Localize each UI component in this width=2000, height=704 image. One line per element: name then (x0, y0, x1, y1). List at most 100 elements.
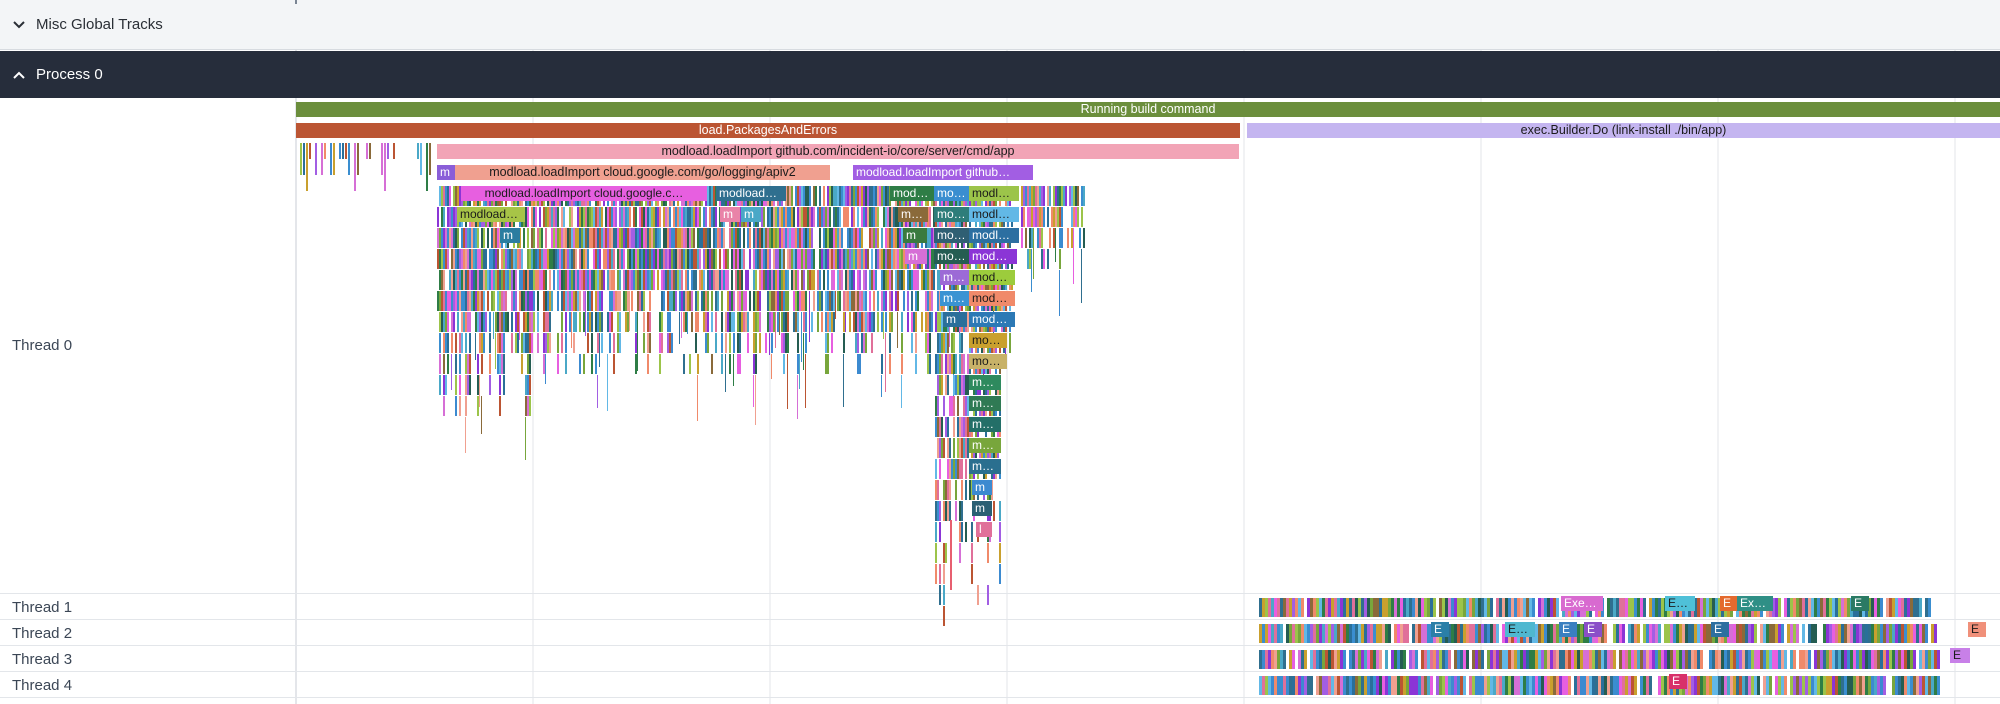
flame-noise-slice (1610, 650, 1613, 669)
slice-l-last[interactable]: l (976, 522, 992, 537)
t3-e[interactable]: E (1950, 648, 1970, 663)
slice-modload-left[interactable]: modload… (457, 207, 525, 222)
thread-1-label[interactable]: Thread 1 (12, 598, 73, 616)
thread-2-label[interactable]: Thread 2 (12, 624, 73, 642)
slice-m-c[interactable]: m (500, 228, 520, 243)
t2-e-b[interactable]: E… (1505, 622, 1535, 637)
t1-ex[interactable]: Ex… (1737, 596, 1773, 611)
flame-noise-slice (827, 249, 829, 269)
t1-e-b[interactable]: E (1720, 596, 1738, 611)
slice-m-e[interactable]: m… (940, 270, 972, 285)
slice-m-dot[interactable]: m… (898, 207, 928, 222)
flame-noise-slice (723, 249, 725, 269)
process-0-header[interactable]: Process 0 (0, 51, 2000, 98)
t4-e[interactable]: E (1669, 674, 1687, 689)
slice-m-pink[interactable]: m (905, 249, 927, 264)
flame-noise-slice (1733, 624, 1736, 643)
flame-noise-slice (1787, 624, 1790, 643)
flame-noise-slice (1706, 624, 1709, 643)
t2-e-e[interactable]: E (1711, 622, 1729, 637)
slice-m-h[interactable]: m (943, 312, 967, 327)
flame-noise-slice (1757, 650, 1760, 669)
slice-m-m[interactable]: m… (969, 459, 1001, 474)
flame-noise-slice (1775, 624, 1778, 643)
slice-m-d-green[interactable]: m (903, 228, 927, 243)
flame-noise-slice (1634, 650, 1637, 669)
slice-mo-c[interactable]: mo… (934, 228, 972, 243)
flame-noise-slice (939, 333, 941, 353)
slice-exec-builder-do[interactable]: exec.Builder.Do (link-install ./bin/app) (1247, 123, 2000, 138)
t1-e-a[interactable]: E… (1665, 596, 1695, 611)
slice-m-j[interactable]: m… (969, 396, 1001, 411)
slice-m-i[interactable]: m… (969, 375, 1001, 390)
flame-noise-slice (729, 228, 731, 248)
flame-noise-slice (565, 249, 567, 269)
flame-noise-slice (581, 270, 583, 290)
thread-0-label[interactable]: Thread 0 (12, 337, 73, 354)
t1-exe[interactable]: Exe… (1561, 596, 1603, 611)
slice-mod-a[interactable]: mod… (890, 186, 936, 201)
slice-mo-b[interactable]: mo… (934, 207, 972, 222)
slice-mod-purple[interactable]: mod… (969, 249, 1017, 264)
t2-e-f[interactable]: E (1968, 622, 1986, 637)
flame-noise-slice (575, 249, 577, 269)
slice-m-b[interactable]: m (741, 207, 761, 222)
flame-noise-slice (553, 228, 555, 248)
slice-m-purple[interactable]: m (437, 165, 457, 180)
slice-modl-a[interactable]: modl… (969, 186, 1019, 201)
slice-modload-github[interactable]: modload.loadImport github… (853, 165, 1033, 180)
flame-noise-slice (1886, 598, 1889, 617)
flame-noise-slice (1430, 598, 1433, 617)
flame-noise-slice (523, 228, 525, 248)
slice-mod-c[interactable]: mod… (969, 270, 1015, 285)
slice-modload-short[interactable]: modload… (716, 186, 786, 201)
slice-modl-c[interactable]: modl… (969, 228, 1019, 243)
thread-3-label[interactable]: Thread 3 (12, 650, 73, 668)
flame-noise-slice (885, 270, 887, 290)
flame-noise-slice (1077, 207, 1079, 227)
chevron-down-icon[interactable] (12, 18, 26, 32)
slice-load-packages-and-errors[interactable]: load.PackagesAndErrors (296, 123, 1240, 138)
flame-noise-slice (903, 249, 905, 269)
slice-m-k[interactable]: m… (969, 417, 1001, 432)
slice-modload-logging[interactable]: modload.loadImport cloud.google.com/go/l… (455, 165, 830, 180)
slice-mo-a[interactable]: mo… (934, 186, 972, 201)
flame-noise-slice (683, 312, 685, 332)
thread-4-label[interactable]: Thread 4 (12, 676, 73, 694)
slice-mo-f[interactable]: mo… (969, 354, 1007, 369)
flame-noise-slice (1562, 650, 1565, 669)
flame-noise-slice (1814, 676, 1817, 695)
slice-mo-d[interactable]: mo… (934, 249, 972, 264)
slice-modload-app[interactable]: modload.loadImport github.com/incident-i… (437, 144, 1239, 159)
slice-m-a[interactable]: m (720, 207, 740, 222)
slice-modl-b[interactable]: modl… (969, 207, 1019, 222)
slice-m-o[interactable]: m (972, 501, 992, 516)
flame-noise-slice (785, 291, 787, 311)
flame-noise-slice (819, 186, 821, 206)
flame-noise-slice (345, 143, 347, 159)
flame-noise-slice (579, 291, 581, 311)
slice-running-build-command[interactable]: Running build command (296, 102, 2000, 117)
flame-noise-slice (1769, 676, 1772, 695)
flame-noise-slice (1781, 676, 1784, 695)
chevron-up-icon[interactable] (12, 68, 26, 82)
flame-noise-slice (1622, 624, 1625, 643)
slice-mo-e[interactable]: mo… (969, 333, 1007, 348)
flame-noise-slice (543, 333, 545, 353)
flame-noise-slice (967, 396, 969, 416)
slice-m-n[interactable]: m (972, 480, 992, 495)
slice-mod-d[interactable]: mod… (969, 291, 1015, 306)
slice-modload-cloud-google[interactable]: modload.loadImport cloud.google.c… (461, 186, 707, 201)
slice-mod-e[interactable]: mod… (969, 312, 1015, 327)
flame-noise-slice (1655, 624, 1658, 643)
flame-noise-slice (1370, 676, 1373, 695)
slice-m-l[interactable]: m… (969, 438, 1001, 453)
t2-e-c[interactable]: E (1559, 622, 1577, 637)
misc-global-tracks-header[interactable]: Misc Global Tracks (0, 0, 2000, 50)
t2-e-d[interactable]: E (1584, 622, 1602, 637)
flame-noise-slice (1083, 186, 1085, 206)
t1-e-c[interactable]: E (1851, 596, 1869, 611)
slice-m-f[interactable]: m… (940, 291, 972, 306)
flame-noise-slice (635, 312, 637, 332)
t2-e-a[interactable]: E (1431, 622, 1449, 637)
